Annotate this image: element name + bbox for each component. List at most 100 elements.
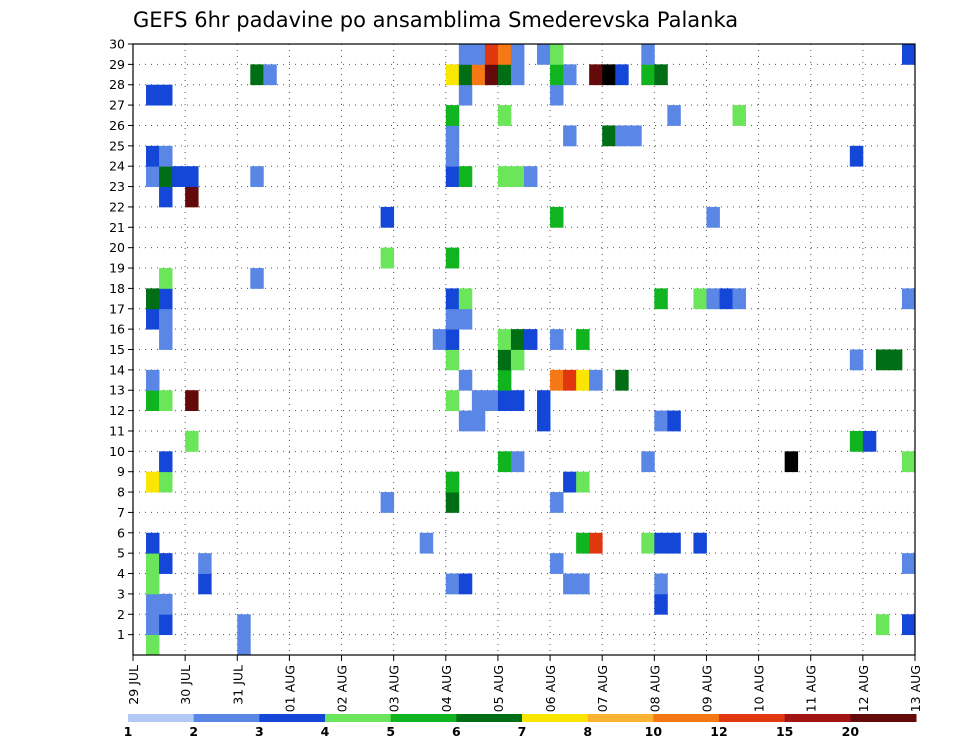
data-cell: [146, 84, 160, 106]
data-cell: [458, 573, 473, 595]
data-cell: [250, 268, 264, 289]
data-cell: [654, 573, 668, 595]
colorbar-swatch: [128, 714, 195, 722]
data-cell: [719, 288, 733, 310]
data-cell: [159, 614, 173, 636]
data-cell: [445, 349, 460, 371]
colorbar-label: 3: [255, 724, 264, 739]
data-cell: [537, 410, 551, 432]
data-cell: [445, 166, 460, 187]
data-cell: [159, 145, 173, 167]
x-tick-label: 11 AUG: [804, 665, 819, 712]
data-cell: [576, 532, 590, 554]
y-tick-label: 27: [109, 98, 125, 113]
y-tick-label: 7: [117, 505, 125, 520]
data-cell: [510, 451, 525, 473]
y-tick-label: 13: [109, 383, 125, 398]
x-tick-label: 31 JUL: [230, 665, 245, 705]
y-tick-label: 16: [109, 322, 125, 337]
data-cell: [185, 430, 199, 452]
data-cell: [445, 247, 460, 269]
data-cell: [458, 64, 473, 86]
data-cell: [458, 369, 473, 391]
y-tick-label: 15: [109, 342, 125, 357]
data-cells: [146, 44, 916, 656]
data-cell: [706, 288, 720, 310]
y-tick-label: 9: [117, 464, 125, 479]
y-tick-label: 10: [109, 444, 125, 459]
data-cell: [510, 44, 525, 65]
data-cell: [445, 390, 460, 411]
data-cell: [146, 369, 160, 391]
data-cell: [693, 288, 707, 310]
y-tick-label: 24: [109, 159, 125, 174]
data-cell: [146, 573, 160, 595]
colorbar-swatch: [587, 714, 654, 722]
y-tick-label: 22: [109, 199, 125, 214]
data-cell: [589, 64, 603, 86]
data-cell: [458, 308, 473, 330]
data-cell: [380, 206, 395, 228]
chart-title: GEFS 6hr padavine po ansamblima Smederev…: [133, 8, 738, 32]
data-cell: [615, 125, 629, 147]
data-cell: [497, 64, 512, 86]
data-cell: [667, 410, 681, 432]
colorbar-swatch: [850, 714, 917, 722]
data-cell: [237, 634, 251, 656]
data-cell: [563, 573, 577, 595]
y-tick-label: 30: [109, 37, 125, 52]
data-cell: [497, 349, 512, 371]
data-cell: [198, 573, 212, 595]
data-cell: [602, 125, 616, 147]
colorbar-label: 20: [842, 724, 860, 739]
data-cell: [484, 390, 499, 411]
data-cell: [901, 614, 916, 636]
data-cell: [524, 329, 538, 350]
colorbar-swatch: [719, 714, 786, 722]
data-cell: [471, 410, 486, 432]
x-tick-label: 07 AUG: [595, 665, 610, 712]
x-tick-label: 29 JUL: [126, 665, 141, 705]
x-tick-label: 05 AUG: [491, 665, 506, 712]
data-cell: [146, 166, 160, 187]
data-cell: [159, 553, 173, 574]
data-cell: [237, 614, 251, 636]
data-cell: [185, 186, 199, 208]
x-axis-ticks: 29 JUL 30 JUL 31 JUL 01 AUG 02 AUG 03 AUG 04 A…: [126, 655, 923, 712]
data-cell: [159, 268, 173, 289]
y-tick-label: 19: [109, 261, 125, 276]
data-cell: [589, 532, 603, 554]
data-cell: [484, 64, 499, 86]
data-cell: [901, 288, 916, 310]
data-cell: [250, 166, 264, 187]
y-tick-label: 23: [109, 179, 125, 194]
y-tick-label: 6: [117, 525, 125, 540]
colorbar-label: 12: [710, 724, 727, 739]
y-tick-label: 20: [109, 240, 125, 255]
y-tick-label: 18: [109, 281, 125, 296]
data-cell: [159, 84, 173, 106]
x-tick-label: 13 AUG: [908, 665, 923, 712]
data-cell: [185, 166, 199, 187]
data-cell: [458, 44, 473, 65]
y-axis-ticks: 1234567891011121314151617181920212223242…: [109, 37, 133, 642]
data-cell: [380, 492, 395, 513]
data-cell: [602, 64, 616, 86]
data-cell: [497, 329, 512, 350]
data-cell: [146, 614, 160, 636]
data-cell: [550, 553, 564, 574]
data-cell: [198, 553, 212, 574]
data-cell: [445, 471, 460, 493]
data-cell: [576, 471, 590, 493]
data-cell: [445, 308, 460, 330]
y-tick-label: 21: [109, 220, 125, 235]
y-tick-label: 25: [109, 138, 125, 153]
data-cell: [550, 84, 564, 106]
x-tick-label: 04 AUG: [439, 665, 454, 712]
colorbar-label: 6: [452, 724, 461, 739]
y-tick-label: 11: [109, 423, 125, 438]
data-cell: [458, 288, 473, 310]
data-cell: [849, 349, 864, 371]
data-cell: [380, 247, 395, 269]
data-cell: [589, 369, 603, 391]
